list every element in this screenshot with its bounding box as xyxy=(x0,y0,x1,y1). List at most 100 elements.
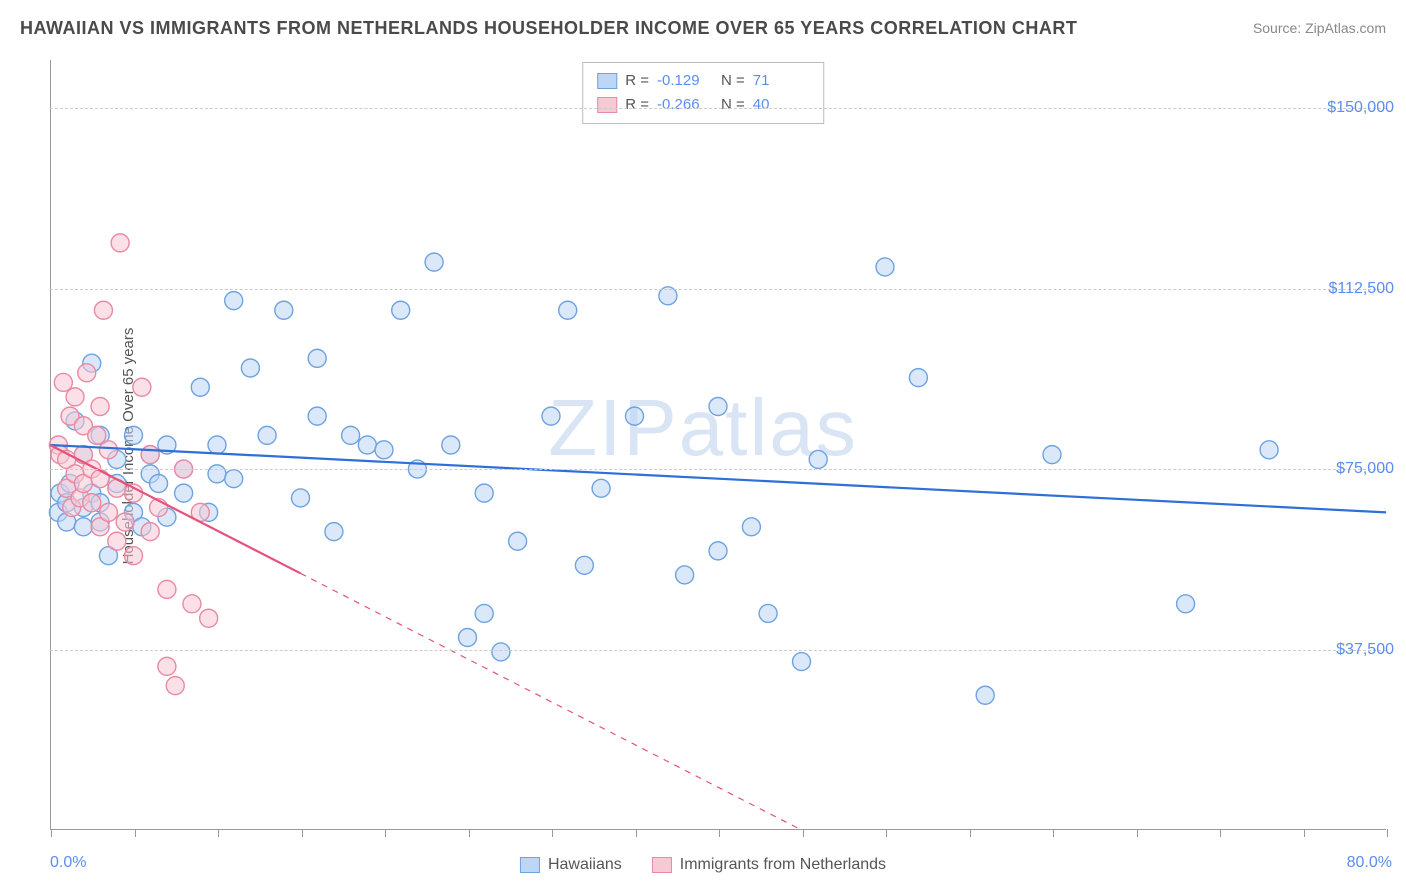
data-point xyxy=(509,532,527,550)
n-label: N = xyxy=(721,69,745,93)
data-point xyxy=(759,604,777,622)
data-point xyxy=(125,547,143,565)
legend-item: Hawaiians xyxy=(520,856,622,874)
data-point xyxy=(358,436,376,454)
data-point xyxy=(793,653,811,671)
data-point xyxy=(475,484,493,502)
data-point xyxy=(559,301,577,319)
data-point xyxy=(141,446,159,464)
data-point xyxy=(1177,595,1195,613)
x-axis-max-label: 80.0% xyxy=(1347,854,1392,872)
x-tick xyxy=(552,829,553,837)
data-point xyxy=(99,441,117,459)
data-point xyxy=(742,518,760,536)
data-point xyxy=(809,450,827,468)
x-tick xyxy=(970,829,971,837)
x-tick xyxy=(218,829,219,837)
data-point xyxy=(492,643,510,661)
legend-swatch xyxy=(597,97,617,113)
data-point xyxy=(542,407,560,425)
x-tick xyxy=(1137,829,1138,837)
x-tick xyxy=(1387,829,1388,837)
data-point xyxy=(876,258,894,276)
data-point xyxy=(91,398,109,416)
x-tick xyxy=(1053,829,1054,837)
y-tick-label: $150,000 xyxy=(1327,99,1394,117)
trend-line xyxy=(50,445,1386,512)
data-point xyxy=(208,436,226,454)
data-point xyxy=(442,436,460,454)
y-tick-label: $75,000 xyxy=(1336,460,1394,478)
data-point xyxy=(99,503,117,521)
data-point xyxy=(200,609,218,627)
data-point xyxy=(125,426,143,444)
data-point xyxy=(241,359,259,377)
data-point xyxy=(459,629,477,647)
stats-legend: R =-0.129N =71R =-0.266N =40 xyxy=(582,62,824,124)
data-point xyxy=(108,532,126,550)
data-point xyxy=(909,369,927,387)
data-point xyxy=(976,686,994,704)
x-tick xyxy=(1304,829,1305,837)
data-point xyxy=(292,489,310,507)
gridline xyxy=(50,289,1386,290)
data-point xyxy=(709,542,727,560)
data-point xyxy=(208,465,226,483)
data-point xyxy=(1043,446,1061,464)
x-tick xyxy=(636,829,637,837)
r-label: R = xyxy=(625,93,649,117)
data-point xyxy=(392,301,410,319)
data-point xyxy=(275,301,293,319)
data-point xyxy=(342,426,360,444)
y-tick-label: $37,500 xyxy=(1336,641,1394,659)
data-point xyxy=(54,373,72,391)
data-point xyxy=(158,580,176,598)
r-value: -0.266 xyxy=(657,93,713,117)
data-point xyxy=(225,470,243,488)
stats-row: R =-0.266N =40 xyxy=(597,93,809,117)
legend-swatch xyxy=(652,857,672,873)
data-point xyxy=(225,292,243,310)
x-tick xyxy=(886,829,887,837)
chart-svg xyxy=(50,60,1386,830)
stats-row: R =-0.129N =71 xyxy=(597,69,809,93)
x-tick xyxy=(719,829,720,837)
trend-line-extrapolated xyxy=(301,573,802,830)
data-point xyxy=(141,523,159,541)
data-point xyxy=(575,556,593,574)
legend-swatch xyxy=(597,73,617,89)
data-point xyxy=(94,301,112,319)
data-point xyxy=(78,364,96,382)
data-point xyxy=(258,426,276,444)
data-point xyxy=(626,407,644,425)
series-legend: HawaiiansImmigrants from Netherlands xyxy=(520,856,886,874)
legend-label: Hawaiians xyxy=(548,856,622,874)
data-point xyxy=(183,595,201,613)
x-tick xyxy=(803,829,804,837)
data-point xyxy=(74,518,92,536)
data-point xyxy=(676,566,694,584)
data-point xyxy=(150,475,168,493)
data-point xyxy=(308,349,326,367)
n-value: 40 xyxy=(753,93,809,117)
source-attribution: Source: ZipAtlas.com xyxy=(1253,20,1386,36)
x-tick xyxy=(51,829,52,837)
data-point xyxy=(116,513,134,531)
legend-swatch xyxy=(520,857,540,873)
data-point xyxy=(133,378,151,396)
gridline xyxy=(50,650,1386,651)
x-tick xyxy=(469,829,470,837)
x-tick xyxy=(135,829,136,837)
gridline xyxy=(50,108,1386,109)
n-value: 71 xyxy=(753,69,809,93)
data-point xyxy=(88,426,106,444)
data-point xyxy=(191,378,209,396)
data-point xyxy=(709,398,727,416)
data-point xyxy=(66,388,84,406)
x-tick xyxy=(302,829,303,837)
data-point xyxy=(592,479,610,497)
y-tick-label: $112,500 xyxy=(1328,280,1394,298)
data-point xyxy=(325,523,343,541)
data-point xyxy=(1260,441,1278,459)
x-tick xyxy=(1220,829,1221,837)
